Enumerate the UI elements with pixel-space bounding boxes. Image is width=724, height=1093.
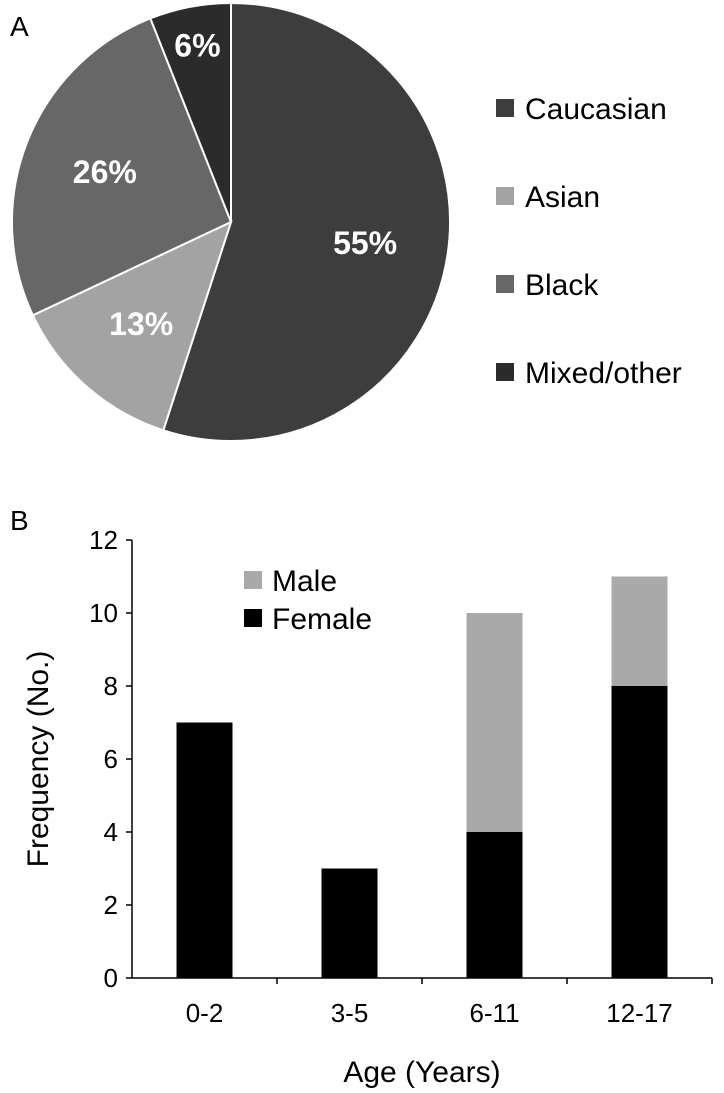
bar-female-12-17 — [611, 686, 668, 978]
panel-a-label: A — [10, 11, 29, 42]
legend-label-caucasian: Caucasian — [525, 93, 667, 126]
bar-female-3-5 — [321, 868, 378, 978]
y-tick-label-10: 10 — [89, 598, 118, 628]
bar-male-12-17 — [611, 576, 668, 686]
legend-swatch-male — [244, 571, 262, 589]
y-tick-label-8: 8 — [104, 671, 118, 701]
x-tick-label-6-11: 6-11 — [469, 998, 519, 1028]
y-tick-label-4: 4 — [104, 817, 118, 847]
legend-label-female: Female — [272, 603, 372, 636]
panel-b-label: B — [10, 505, 29, 536]
pie-chart: 55% 13% 26% 6% — [10, 1, 451, 442]
y-tick-label-2: 2 — [104, 890, 118, 920]
pie-label-asian: 13% — [109, 306, 173, 342]
legend-swatch-asian — [496, 187, 514, 205]
pie-slice-asian — [31, 220, 233, 432]
legend-swatch-female — [244, 609, 262, 627]
y-tick-label-12: 12 — [89, 525, 118, 555]
legend-swatch-black — [496, 275, 514, 293]
legend-label-male: Male — [272, 565, 337, 598]
y-tick-label-0: 0 — [104, 963, 118, 993]
x-tick-label-3-5: 3-5 — [331, 998, 369, 1028]
pie-label-mixed-other: 6% — [174, 28, 220, 64]
legend-label-black: Black — [525, 269, 599, 302]
legend-label-mixed-other: Mixed/other — [525, 357, 682, 390]
bar-male-6-11 — [466, 613, 523, 832]
pie-slice-caucasian — [162, 1, 451, 442]
pie-label-black: 26% — [73, 154, 137, 190]
y-tick-label-6: 6 — [104, 744, 118, 774]
legend-label-asian: Asian — [525, 181, 600, 214]
pie-legend: Caucasian Asian Black Mixed/other — [496, 93, 682, 390]
bar-female-0-2 — [176, 722, 233, 978]
y-axis-title: Frequency (No.) — [22, 651, 55, 868]
pie-label-caucasian: 55% — [333, 225, 397, 261]
legend-swatch-mixed-other — [496, 363, 514, 381]
bar-chart: 0 2 4 6 8 10 12 0-2 3-5 6-11 12-17 — [89, 525, 713, 1028]
x-tick-label-12-17: 12-17 — [606, 998, 673, 1028]
pie-slice-mixed-other — [149, 1, 232, 223]
x-tick-label-0-2: 0-2 — [186, 998, 224, 1028]
legend-swatch-caucasian — [496, 99, 514, 117]
bar-legend: Male Female — [244, 565, 372, 636]
x-axis-title: Age (Years) — [343, 1056, 500, 1089]
pie-slice-black — [10, 17, 233, 317]
bar-female-6-11 — [466, 832, 523, 978]
